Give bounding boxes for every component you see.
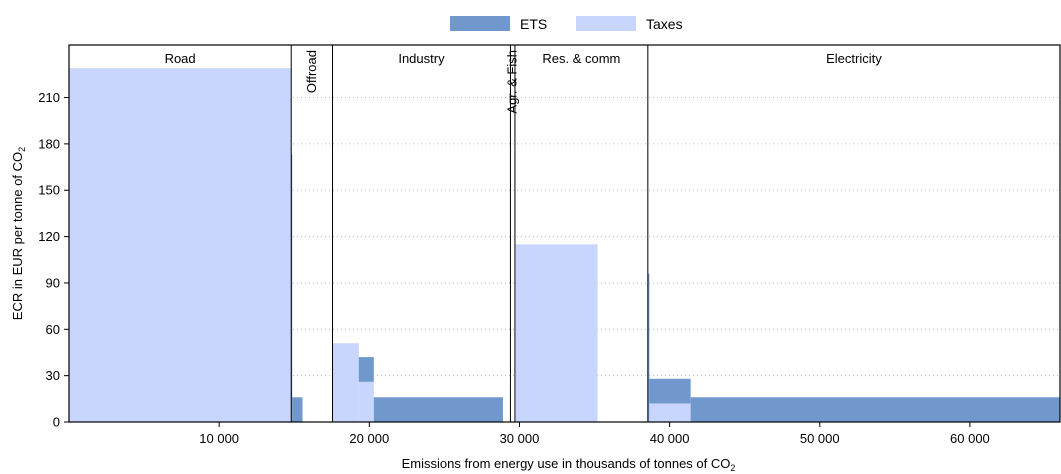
y-axis: 0 30 60 90 120 150 180 210 [38,90,69,430]
x-axis: 10 000 20 000 30 000 40 000 50 000 60 000 [199,422,990,446]
bar-taxes [69,68,292,422]
sector-label: Res. & comm [542,51,620,66]
x-tick-label: 30 000 [500,431,540,446]
sector-label: Electricity [826,51,882,66]
legend: ETS Taxes [450,16,683,32]
x-axis-title-text: Emissions from energy use in thousands o… [402,456,731,471]
y-tick-label: 150 [38,183,60,198]
y-axis-title-subscript: 2 [17,147,27,152]
bar-ets [373,397,503,422]
x-tick-label: 10 000 [199,431,239,446]
legend-label-ets: ETS [520,16,547,32]
sector-label: Road [165,51,196,66]
x-tick-label: 60 000 [950,431,990,446]
bar-ets [358,357,374,382]
bar-ets [649,378,691,404]
y-axis-title-text: ECR in EUR per tonne of CO [10,152,25,320]
y-tick-label: 60 [46,322,60,337]
bar-ets [647,273,650,422]
x-axis-title: Emissions from energy use in thousands o… [402,456,736,473]
x-tick-label: 50 000 [800,431,840,446]
x-axis-title-subscript: 2 [730,463,735,473]
y-tick-label: 120 [38,229,60,244]
legend-label-taxes: Taxes [646,16,683,32]
legend-swatch-taxes [576,16,636,31]
y-tick-label: 210 [38,90,60,105]
sector-label: Industry [398,51,445,66]
sector-dividers: Road Offroad Industry Agr. & Fish Res. & com… [165,45,882,422]
sector-label: Agr. & Fish [505,50,520,114]
bar-taxes [358,381,374,422]
bar-ets [690,397,1060,422]
y-tick-label: 0 [53,415,60,430]
bar-taxes [649,403,691,422]
legend-swatch-ets [450,16,510,31]
y-tick-label: 90 [46,275,60,290]
sector-label: Offroad [304,50,319,93]
y-axis-title: ECR in EUR per tonne of CO2 [10,147,27,320]
bar-ets [292,397,303,422]
bar-taxes [515,244,598,422]
y-tick-label: 180 [38,136,60,151]
x-tick-label: 20 000 [349,431,389,446]
y-tick-label: 30 [46,368,60,383]
bar-taxes [332,343,359,422]
plot-frame [68,44,1061,423]
bars [69,68,1060,423]
x-tick-label: 40 000 [650,431,690,446]
